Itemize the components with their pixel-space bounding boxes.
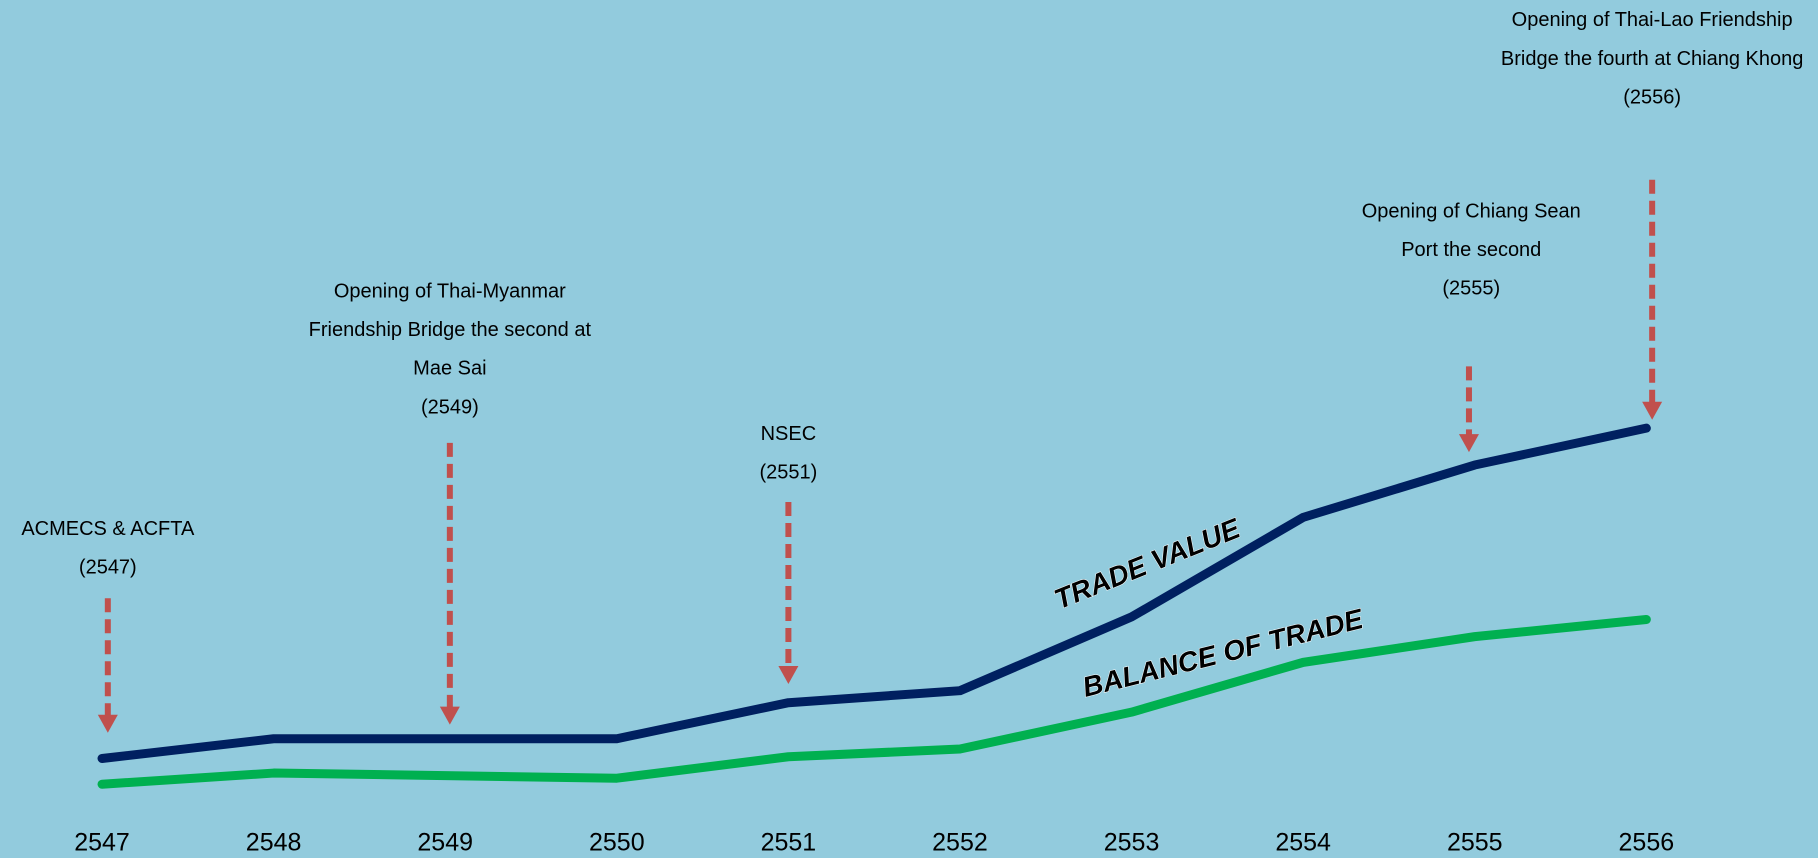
annotation-text: (2556) <box>1623 86 1681 108</box>
x-tick-label: 2550 <box>589 829 645 857</box>
x-tick-label: 2551 <box>761 829 817 857</box>
annotation-text: Port the second <box>1401 239 1541 261</box>
arrow-head <box>439 706 460 725</box>
annotation-text: (2555) <box>1442 278 1500 300</box>
arrow-head <box>778 666 799 685</box>
annotation-text: ACMECS & ACFTA <box>21 518 195 540</box>
x-tick-label: 2555 <box>1447 829 1503 857</box>
annotation-text: (2547) <box>79 557 137 579</box>
series-line <box>97 423 1651 763</box>
arrow-head <box>1458 434 1479 453</box>
series-line <box>97 614 1651 789</box>
annotation-text: (2551) <box>759 462 817 484</box>
x-tick-label: 2548 <box>246 829 302 857</box>
annotation-text: Bridge the fourth at Chiang Khong <box>1501 48 1803 70</box>
x-tick-label: 2554 <box>1275 829 1331 857</box>
x-tick-label: 2556 <box>1619 829 1675 857</box>
annotation-text: Opening of Thai-Lao Friendship <box>1512 9 1793 31</box>
x-tick-label: 2549 <box>417 829 473 857</box>
annotation-text: Opening of Chiang Sean <box>1362 200 1581 222</box>
annotation-text: (2549) <box>421 396 479 418</box>
annotation-text: Friendship Bridge the second at <box>309 319 592 341</box>
x-tick-label: 2547 <box>74 829 130 857</box>
arrow-head <box>97 714 118 733</box>
x-tick-label: 2553 <box>1104 829 1160 857</box>
annotation-text: Opening of Thai-Myanmar <box>334 280 566 302</box>
x-tick-label: 2552 <box>932 829 988 857</box>
annotation-text: NSEC <box>761 423 817 445</box>
arrow-head <box>1642 401 1663 420</box>
annotation-text: Mae Sai <box>413 358 486 380</box>
